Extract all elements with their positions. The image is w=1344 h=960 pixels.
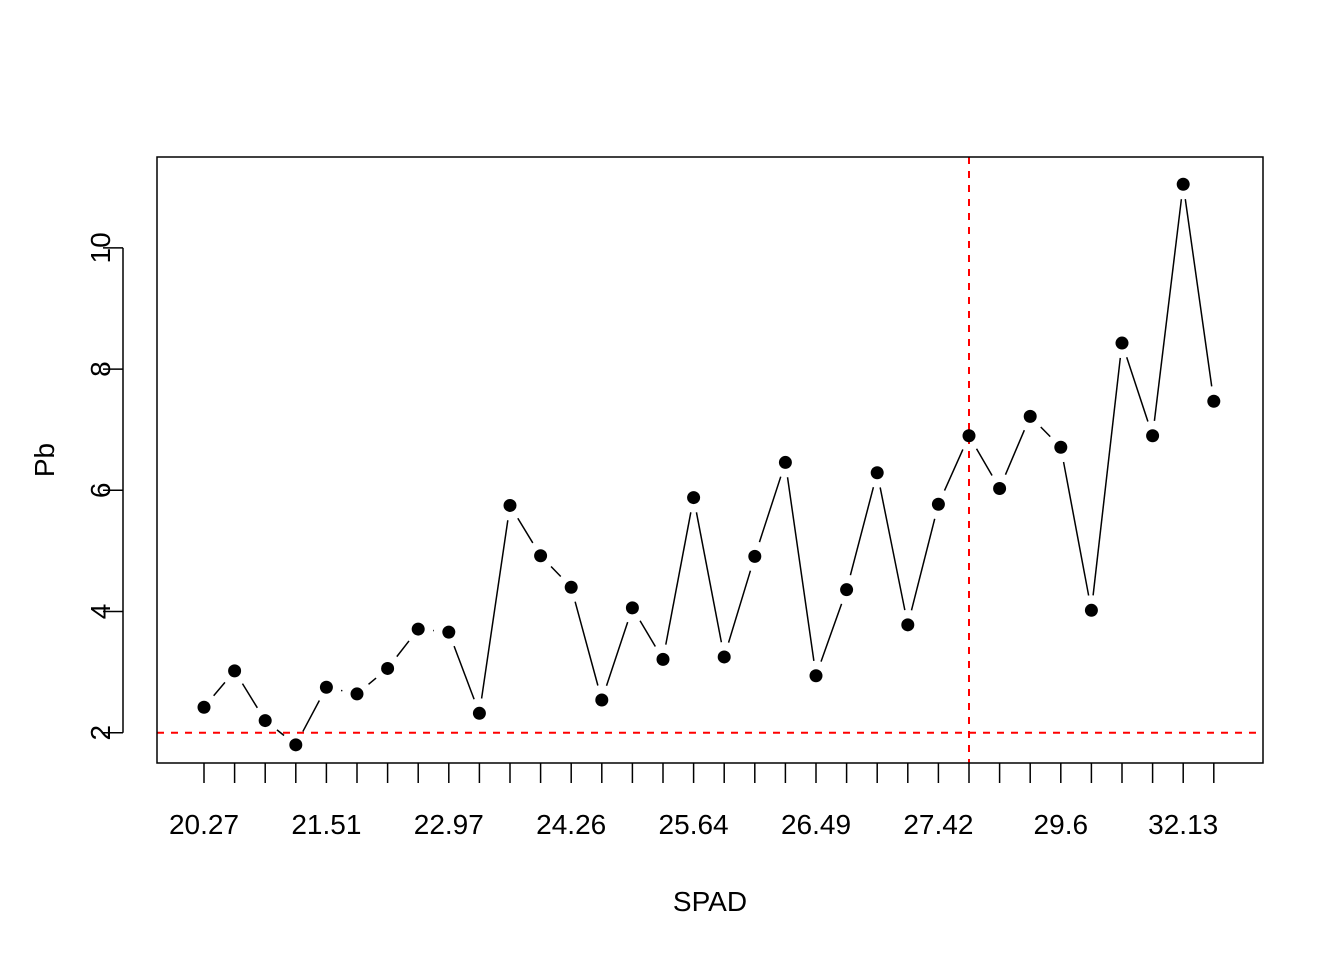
data-point [319, 680, 333, 694]
series-line-segment [453, 645, 475, 700]
data-point [442, 625, 456, 639]
data-point [1176, 177, 1190, 191]
series-line-segment [758, 476, 782, 543]
data-point [381, 661, 395, 675]
series-line-segment [849, 487, 875, 576]
data-point [289, 738, 303, 752]
series-line-segment [517, 517, 534, 544]
series-line-segment [368, 677, 377, 685]
series-line-segment [639, 620, 656, 647]
series-line-segment [1125, 357, 1149, 422]
y-tick-label: 2 [85, 725, 116, 741]
y-axis: 2 4 6 8 10 [85, 232, 124, 741]
series-line-segment [1184, 199, 1213, 387]
x-tick-label: 26.49 [781, 809, 851, 840]
data-point [656, 652, 670, 666]
y-tick-label: 8 [85, 361, 116, 377]
series-line-segment [302, 700, 321, 732]
data-point [503, 498, 517, 512]
data-point [840, 583, 854, 597]
data-point [595, 693, 609, 707]
series-line-segment [910, 518, 936, 611]
series-line-segment [396, 640, 410, 658]
x-tick-label: 21.51 [291, 809, 361, 840]
series-line-segment [786, 477, 815, 661]
data-point [717, 650, 731, 664]
x-tick-label: 25.64 [659, 809, 729, 840]
y-axis-label: Pb [29, 443, 60, 477]
data-point [931, 497, 945, 511]
x-axis: 20.27 21.51 22.97 24.26 25.64 26.49 27.42 29.6 3… [169, 763, 1218, 840]
series-points [197, 177, 1221, 752]
data-point [1146, 429, 1160, 443]
data-point [350, 687, 364, 701]
data-point [197, 700, 211, 714]
data-point [1054, 440, 1068, 454]
series-line-segment [820, 603, 843, 662]
data-point [1207, 394, 1221, 408]
data-point [901, 618, 915, 632]
data-point [1115, 336, 1129, 350]
series-line-segment [480, 520, 509, 699]
data-point [258, 714, 272, 728]
data-point [472, 706, 486, 720]
data-point [1084, 603, 1098, 617]
data-point [778, 455, 792, 469]
series-line-segments [213, 199, 1213, 737]
data-point [1023, 409, 1037, 423]
data-point [411, 622, 425, 636]
series-line-segment [213, 681, 226, 697]
series-line-segment [574, 601, 599, 686]
series-line-segment [879, 487, 906, 611]
x-tick-label: 32.13 [1148, 809, 1218, 840]
x-tick-label: 22.97 [414, 809, 484, 840]
x-tick-label: 29.6 [1034, 809, 1089, 840]
data-point [564, 580, 578, 594]
series-line-segment [727, 570, 752, 643]
reference-lines [157, 157, 1263, 763]
data-point [687, 491, 701, 505]
data-point [228, 664, 242, 678]
series-line-segment [276, 729, 285, 737]
data-point [809, 669, 823, 683]
y-tick-label: 4 [85, 604, 116, 620]
series-line-segment [1040, 426, 1051, 438]
series-line-segment [943, 449, 964, 491]
x-axis-label: SPAD [673, 886, 747, 917]
x-tick-label: 27.42 [903, 809, 973, 840]
series-line-segment [975, 448, 993, 476]
data-point [534, 549, 548, 563]
data-point [993, 481, 1007, 495]
x-tick-label: 24.26 [536, 809, 606, 840]
y-tick-label: 10 [85, 232, 116, 263]
data-point [870, 466, 884, 480]
series-line-segment [1062, 461, 1090, 596]
y-tick-label: 6 [85, 483, 116, 499]
data-point [625, 601, 639, 615]
series-line-segment [1004, 429, 1026, 475]
series-line-segment [695, 512, 723, 643]
series-line-segment [550, 565, 562, 578]
series-line-segment [1153, 199, 1183, 421]
data-point [748, 549, 762, 563]
x-tick-label: 20.27 [169, 809, 239, 840]
series-line-segment [605, 621, 629, 686]
series-line-segment [241, 683, 258, 709]
plot-frame [156, 156, 1264, 764]
series-line-segment [665, 512, 692, 645]
data-point [962, 429, 976, 443]
series-line-segment [1092, 357, 1122, 596]
